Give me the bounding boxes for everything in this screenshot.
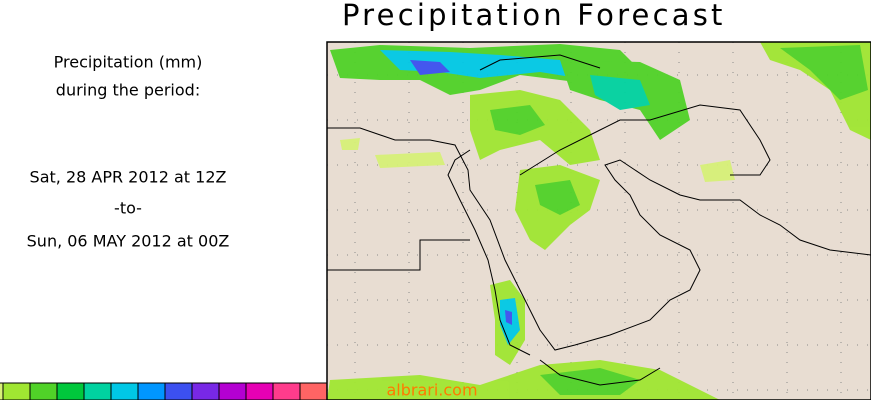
map [327,42,871,400]
separator: -to- [114,199,142,218]
legend-swatch [56,382,85,400]
label: during the period: [56,81,200,100]
legend-swatch [110,382,139,400]
date-end: Sun, 06 MAY 2012 at 00Z [27,232,230,251]
color-legend [0,382,353,400]
map-frame [326,41,871,400]
title: Precipitation Forecast [342,0,726,32]
coastline [327,127,871,351]
date-start: Sat, 28 APR 2012 at 12Z [30,168,227,187]
watermark: albrari.com [386,381,477,400]
legend-swatch [218,382,247,400]
legend-swatch [191,382,220,400]
legend-swatch [272,382,301,400]
legend-swatch [164,382,193,400]
land [327,42,871,400]
legend-swatch [29,382,58,400]
legend-swatch [2,382,31,400]
legend-swatch [245,382,274,400]
border [519,104,771,176]
coastline [447,149,531,356]
label: Precipitation (mm) [54,53,203,72]
coastline [539,359,661,386]
legend-swatch [83,382,112,400]
legend-swatch [137,382,166,400]
coastline [479,54,601,71]
border [327,239,470,271]
